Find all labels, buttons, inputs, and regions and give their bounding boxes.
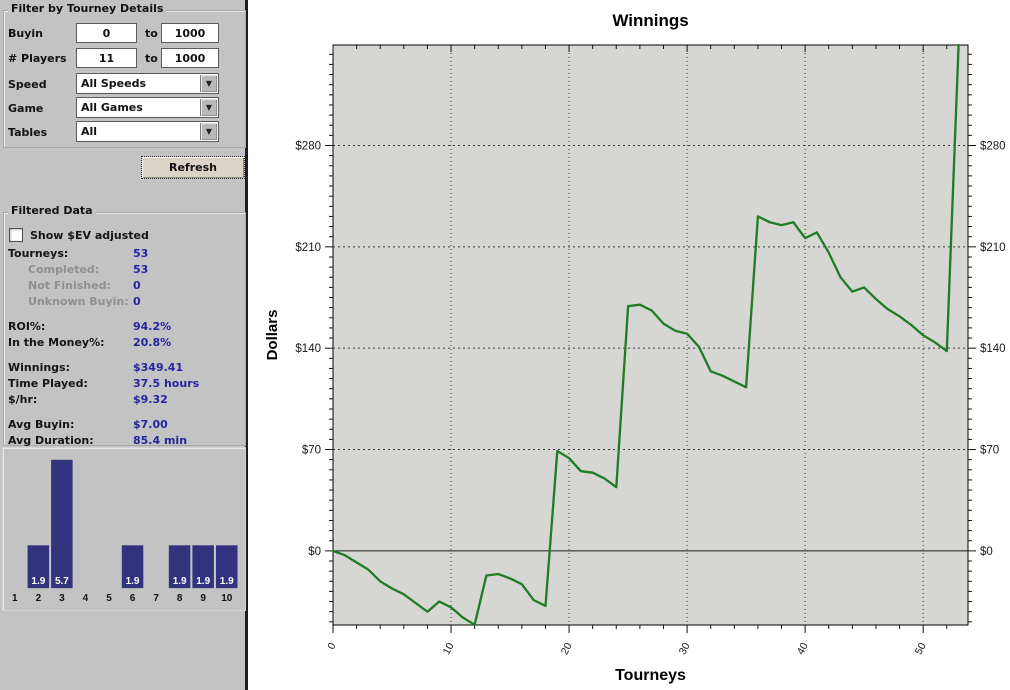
chevron-down-icon[interactable]: ▼ <box>200 123 217 140</box>
buyin-from-input[interactable] <box>76 23 137 43</box>
bar-value-label: 1.9 <box>126 576 140 587</box>
y-tick-label-left: $140 <box>295 343 321 355</box>
x-tick-label: 10 <box>441 641 457 657</box>
distribution-bar-9 <box>192 545 214 589</box>
stat-label-4: ROI%: <box>8 320 46 333</box>
stat-label-10: Avg Duration: <box>8 434 94 447</box>
stat-label-8: $/hr: <box>8 393 38 406</box>
x-tick-label: 30 <box>677 641 693 657</box>
tables-label: Tables <box>8 126 48 139</box>
y-tick-label-left: $70 <box>302 445 321 457</box>
y-tick-label-right: $70 <box>980 445 999 457</box>
bar-category-label: 3 <box>59 593 65 604</box>
filter-sidebar: Filter by Tourney Details Buyin to # Pla… <box>0 0 248 690</box>
tables-select-value: All <box>81 125 98 138</box>
bar-category-label: 4 <box>83 593 89 604</box>
stat-label-7: Time Played: <box>8 377 88 390</box>
ev-adjusted-checkbox[interactable] <box>9 228 23 242</box>
stat-value-1: 53 <box>133 263 149 276</box>
game-select[interactable]: All Games ▼ <box>76 97 219 118</box>
bar-value-label: 1.9 <box>173 576 187 587</box>
stat-label-9: Avg Buyin: <box>8 418 75 431</box>
stat-value-8: $9.32 <box>133 393 168 406</box>
buyin-to-input[interactable] <box>161 23 219 43</box>
ev-adjusted-checkbox-label: Show $EV adjusted <box>30 229 149 242</box>
bar-category-label: 1 <box>12 593 18 604</box>
chart-title: Winnings <box>612 11 688 30</box>
filtered-data-groupbox: Filtered Data <box>3 204 246 446</box>
stat-value-3: 0 <box>133 295 141 308</box>
bar-category-label: 9 <box>200 593 206 604</box>
bar-category-label: 5 <box>106 593 112 604</box>
bar-category-label: 10 <box>221 593 233 604</box>
stat-label-6: Winnings: <box>8 361 70 374</box>
x-tick-label: 40 <box>795 641 811 657</box>
speed-select-value: All Speeds <box>81 77 147 90</box>
stat-label-1: Completed: <box>28 263 100 276</box>
winnings-chart-panel: $0 $0 $70 $70 $140 $140 $210 $210 $280 $280 0 10 20 3… <box>251 0 1010 690</box>
y-tick-label-right: $140 <box>980 343 1006 355</box>
distribution-bar-2 <box>27 545 50 589</box>
bar-value-label: 1.9 <box>31 576 45 587</box>
filter-group-title: Filter by Tourney Details <box>8 2 167 15</box>
distribution-bar-8 <box>168 545 191 589</box>
buyin-label: Buyin <box>8 27 43 40</box>
y-axis-title: Dollars <box>264 310 281 361</box>
winnings-line-chart: $0 $0 $70 $70 $140 $140 $210 $210 $280 $280 0 10 20 3… <box>264 11 1006 684</box>
stat-value-9: $7.00 <box>133 418 168 431</box>
bar-value-label: 1.9 <box>220 576 234 587</box>
x-axis-title: Tourneys <box>615 667 686 684</box>
distribution-bar-6 <box>121 545 144 589</box>
stat-value-7: 37.5 hours <box>133 377 200 390</box>
y-tick-label-left: $280 <box>295 140 321 152</box>
chevron-down-icon[interactable]: ▼ <box>200 99 217 116</box>
stat-label-3: Unknown Buyin: <box>28 295 129 308</box>
game-select-value: All Games <box>81 101 143 114</box>
bar-category-label: 6 <box>130 593 136 604</box>
stat-label-5: In the Money%: <box>8 336 105 349</box>
stat-value-6: $349.41 <box>133 361 184 374</box>
chevron-down-icon[interactable]: ▼ <box>200 75 217 92</box>
stat-label-0: Tourneys: <box>8 247 69 260</box>
bar-category-label: 7 <box>153 593 159 604</box>
x-tick-label: 50 <box>913 641 929 657</box>
x-tick-label: 20 <box>559 641 575 657</box>
distribution-bar-3 <box>51 459 73 589</box>
x-tick-label: 0 <box>325 641 338 652</box>
y-tick-label-left: $0 <box>308 546 321 558</box>
y-tick-label-right: $210 <box>980 242 1006 254</box>
winnings-series-line <box>331 43 960 626</box>
stat-value-2: 0 <box>133 279 141 292</box>
speed-label: Speed <box>8 78 47 91</box>
bar-category-label: 8 <box>177 593 183 604</box>
buyin-to-word: to <box>145 27 158 40</box>
players-to-word: to <box>145 52 158 65</box>
filter-groupbox: Filter by Tourney Details <box>3 2 246 148</box>
distribution-bar-10 <box>216 545 238 589</box>
y-tick-label-left: $210 <box>295 242 321 254</box>
refresh-button[interactable]: Refresh <box>141 156 245 179</box>
y-tick-label-right: $280 <box>980 140 1006 152</box>
players-from-input[interactable] <box>76 48 137 68</box>
plot-area <box>332 44 969 626</box>
bar-value-label: 5.7 <box>55 576 69 587</box>
bar-value-label: 1.9 <box>196 576 210 587</box>
speed-select[interactable]: All Speeds ▼ <box>76 73 219 94</box>
players-label: # Players <box>8 52 67 65</box>
game-label: Game <box>8 102 44 115</box>
tables-select[interactable]: All ▼ <box>76 121 219 142</box>
stat-value-0: 53 <box>133 247 149 260</box>
players-to-input[interactable] <box>161 48 219 68</box>
stat-value-5: 20.8% <box>133 336 172 349</box>
bar-category-label: 2 <box>36 593 42 604</box>
finish-distribution-chart: 1 1.9 2 5.7 3 4 5 1.9 6 7 1.9 8 1.9 9 1.9 10 <box>12 459 238 604</box>
stat-label-2: Not Finished: <box>28 279 111 292</box>
stat-value-4: 94.2% <box>133 320 172 333</box>
stat-value-10: 85.4 min <box>133 434 188 447</box>
y-tick-label-right: $0 <box>980 546 993 558</box>
finish-distribution-groupbox <box>2 447 246 611</box>
filtered-data-group-title: Filtered Data <box>8 204 96 217</box>
